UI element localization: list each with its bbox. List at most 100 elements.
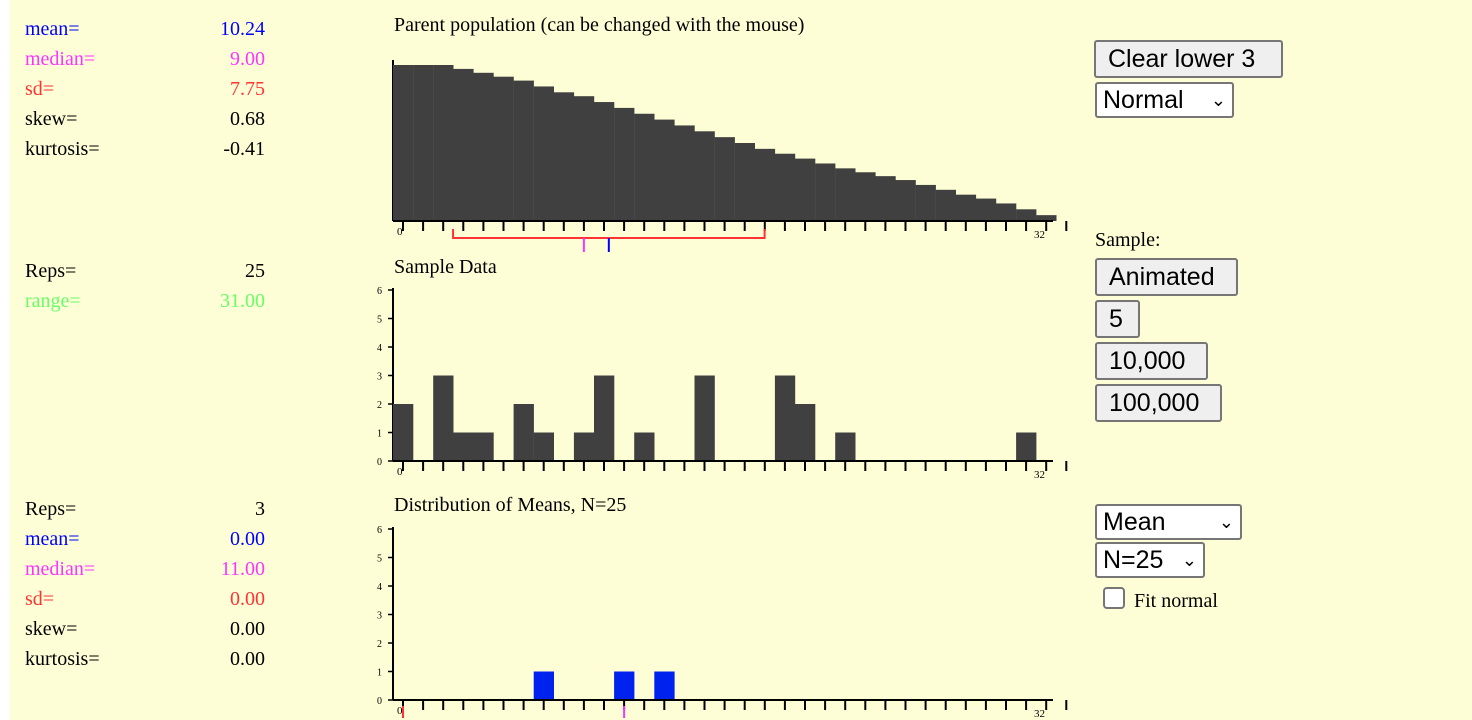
- sample-stat-value: 25: [245, 260, 265, 282]
- parent-bar: [996, 203, 1017, 221]
- parent-bar: [955, 194, 977, 221]
- means-y-tick-label: 3: [377, 611, 382, 622]
- sample-10000-button[interactable]: 10,000: [1095, 342, 1208, 380]
- means-y-tick-label: 2: [377, 639, 382, 650]
- means-x-tick-label: 0: [397, 705, 403, 717]
- parent-stat-value: -0.41: [223, 138, 265, 160]
- sample-stat-label: range=: [25, 290, 81, 312]
- parent-stat-row: sd= 7.75: [25, 74, 265, 104]
- parent-bar: [634, 113, 655, 221]
- clear-lower-3-button[interactable]: Clear lower 3: [1094, 40, 1283, 78]
- parent-bar: [935, 189, 956, 221]
- sd-range-marker: [452, 229, 766, 239]
- sample-y-tick-label: 0: [377, 457, 382, 468]
- sample-bar: [774, 375, 796, 461]
- parent-bar: [915, 184, 936, 221]
- parent-bar: [895, 180, 916, 221]
- parent-stat-row: skew= 0.68: [25, 104, 265, 134]
- sample-5-button[interactable]: 5: [1095, 300, 1140, 338]
- parent-bar: [774, 153, 796, 221]
- parent-bar: [413, 65, 434, 221]
- sample-stat-label: Reps=: [25, 260, 77, 282]
- parent-bar: [714, 137, 735, 221]
- parent-bar: [855, 172, 876, 221]
- sample-bar: [473, 432, 494, 461]
- sample-y-tick-label: 2: [377, 400, 382, 411]
- means-stat-row: median= 11.00: [25, 554, 265, 584]
- means-x-tick-label: 32: [1034, 708, 1045, 720]
- means-y-tick-label: 4: [377, 582, 382, 593]
- sample-100000-button[interactable]: 100,000: [1095, 384, 1222, 422]
- means-stat-row: kurtosis= 0.00: [25, 644, 265, 674]
- sample-bar: [513, 404, 534, 461]
- parent-bar: [674, 125, 695, 221]
- parent-bar: [513, 80, 534, 221]
- sample-y-tick-label: 4: [377, 343, 382, 354]
- sample-bar: [795, 404, 816, 461]
- parent-stat-label: sd=: [25, 78, 55, 100]
- sample-stat-row: range= 31.00: [25, 286, 265, 316]
- sample-bar: [533, 432, 554, 461]
- parent-stat-row: median= 9.00: [25, 44, 265, 74]
- means-stat-row: skew= 0.00: [25, 614, 265, 644]
- sample-size-select[interactable]: N=25 ⌄: [1095, 542, 1205, 578]
- means-stat-value: 0.00: [230, 528, 265, 550]
- left-margin: [0, 0, 10, 720]
- sample-bar: [433, 375, 454, 461]
- means-stat-label: Reps=: [25, 498, 77, 520]
- parent-bar: [694, 131, 715, 221]
- sample-y-tick-label: 1: [377, 429, 382, 440]
- sample-x-tick-label: 0: [397, 466, 403, 478]
- parent-stat-row: kurtosis= -0.41: [25, 134, 265, 164]
- fit-normal-checkbox[interactable]: [1103, 587, 1125, 609]
- means-stat-row: sd= 0.00: [25, 584, 265, 614]
- sample-bar: [594, 375, 615, 461]
- means-stat-value: 3: [255, 498, 265, 520]
- statistic-select-value: Mean: [1103, 508, 1166, 536]
- means-stat-row: Reps= 3: [25, 494, 265, 524]
- parent-bar: [393, 65, 414, 221]
- chevron-down-icon: ⌄: [1218, 512, 1234, 532]
- chevron-down-icon: ⌄: [1181, 550, 1197, 570]
- means-y-tick-label: 6: [377, 525, 382, 536]
- parent-bar: [453, 68, 474, 222]
- parent-stat-value: 10.24: [220, 18, 265, 40]
- means-stat-label: kurtosis=: [25, 648, 100, 670]
- means-y-tick-label: 1: [377, 668, 382, 679]
- means-stat-label: median=: [25, 558, 96, 580]
- parent-bar: [654, 119, 675, 221]
- parent-x-tick-label: 0: [397, 226, 403, 238]
- parent-bar: [553, 92, 575, 221]
- means-y-tick-label: 0: [377, 696, 382, 707]
- parent-stat-value: 7.75: [230, 78, 265, 100]
- parent-bar: [734, 143, 755, 221]
- statistic-select[interactable]: Mean ⌄: [1095, 504, 1242, 540]
- distribution-of-means-title: Distribution of Means, N=25: [394, 494, 627, 516]
- parent-bar: [594, 102, 615, 221]
- sample-stat-value: 31.00: [220, 290, 265, 312]
- parent-bar: [795, 158, 816, 221]
- animated-button[interactable]: Animated: [1095, 258, 1238, 296]
- parent-bar: [573, 96, 595, 221]
- parent-stat-value: 0.68: [230, 108, 265, 130]
- sample-label: Sample:: [1095, 229, 1161, 251]
- sample-bar: [634, 432, 655, 461]
- means-stat-value: 0.00: [230, 588, 265, 610]
- means-stat-label: sd=: [25, 588, 55, 610]
- sample-data-title: Sample Data: [394, 256, 497, 278]
- parent-x-tick-label: 32: [1034, 229, 1045, 241]
- means-y-tick-label: 5: [377, 554, 382, 565]
- distribution-select[interactable]: Normal ⌄: [1095, 82, 1234, 118]
- parent-bar: [473, 72, 494, 221]
- parent-bar: [533, 86, 554, 221]
- sample-bar: [1016, 432, 1037, 461]
- sample-bar: [835, 432, 856, 461]
- parent-stat-row: mean= 10.24: [25, 14, 265, 44]
- parent-bar: [493, 76, 514, 221]
- means-stat-label: mean=: [25, 528, 80, 550]
- parent-bar: [835, 168, 856, 221]
- parent-stat-label: kurtosis=: [25, 138, 100, 160]
- sample-bar: [393, 404, 414, 461]
- parent-bar: [815, 163, 836, 221]
